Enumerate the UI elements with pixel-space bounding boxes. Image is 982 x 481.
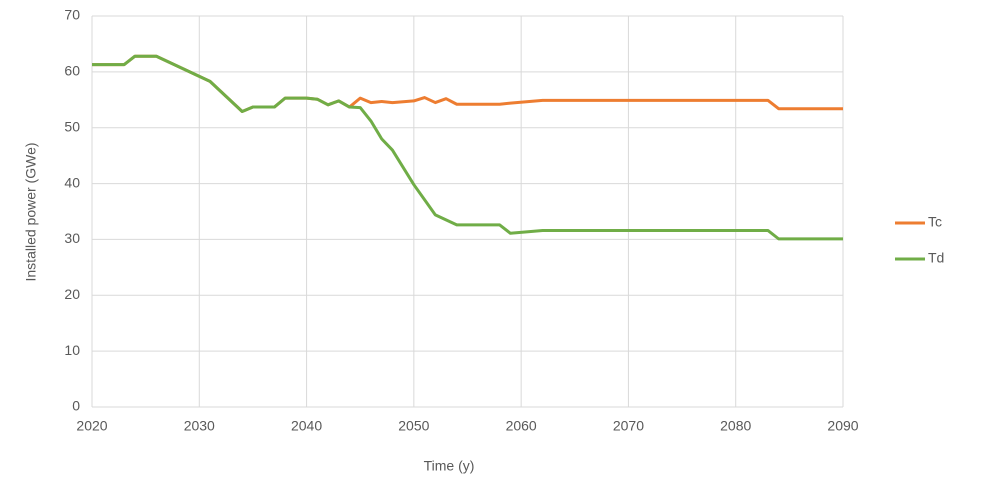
- y-tick-label: 0: [72, 398, 80, 414]
- x-axis-label: Time (y): [424, 458, 475, 474]
- y-tick-label: 60: [64, 63, 80, 79]
- data-line: [92, 54, 843, 241]
- x-tick-label: 2060: [506, 418, 537, 434]
- legend-label: Tc: [928, 214, 942, 230]
- x-tick-label: 2090: [827, 418, 858, 434]
- x-tick-label: 2030: [184, 418, 215, 434]
- y-tick-label: 20: [64, 286, 80, 302]
- y-tick-label: 70: [64, 7, 80, 23]
- y-tick-label: 40: [64, 174, 80, 190]
- y-tick-label: 30: [64, 230, 80, 246]
- legend-label: Td: [928, 250, 944, 266]
- y-axis-label: Installed power (GWe): [23, 142, 39, 281]
- data-line: [92, 54, 843, 114]
- x-tick-label: 2070: [613, 418, 644, 434]
- x-tick-label: 2080: [720, 418, 751, 434]
- x-tick-label: 2050: [398, 418, 429, 434]
- y-tick-label: 50: [64, 118, 80, 134]
- x-tick-label: 2040: [291, 418, 322, 434]
- y-tick-label: 10: [64, 342, 80, 358]
- x-tick-label: 2020: [76, 418, 107, 434]
